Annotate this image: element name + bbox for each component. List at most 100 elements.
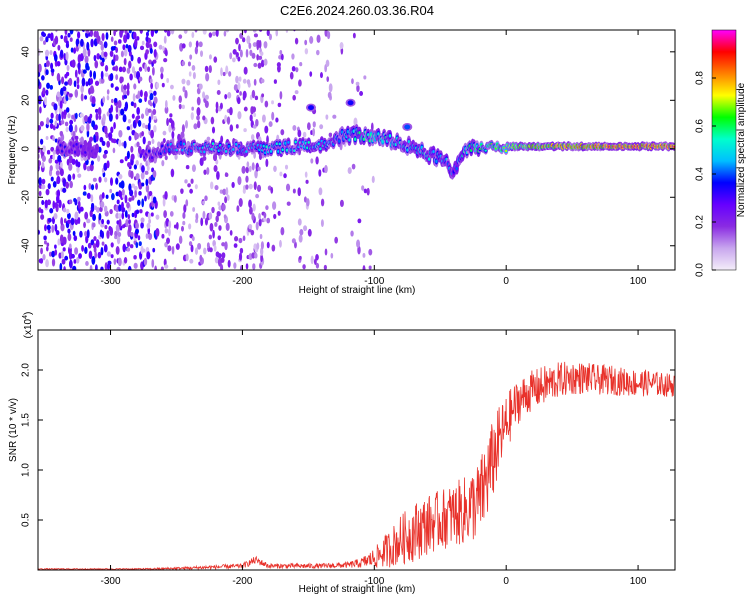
noise-speckle xyxy=(298,255,302,260)
signal-core xyxy=(232,148,235,151)
noise-speckle xyxy=(138,181,143,190)
noise-speckle xyxy=(325,59,330,67)
feature-blob-core xyxy=(404,124,411,130)
noise-speckle xyxy=(111,193,115,201)
noise-speckle xyxy=(145,233,149,239)
noise-speckle xyxy=(124,101,129,111)
noise-speckle xyxy=(147,37,152,44)
noise-speckle xyxy=(109,188,113,194)
noise-speckle xyxy=(93,70,97,80)
noise-speckle xyxy=(183,30,188,34)
noise-speckle xyxy=(68,77,73,86)
noise-speckle xyxy=(130,231,134,237)
noise-speckle xyxy=(59,262,63,270)
noise-speckle xyxy=(42,87,46,95)
noise-speckle xyxy=(135,173,140,181)
noise-speckle xyxy=(145,31,149,37)
noise-speckle xyxy=(315,254,319,261)
noise-speckle xyxy=(126,89,130,96)
noise-speckle xyxy=(61,111,64,120)
noise-speckle xyxy=(141,130,145,137)
colorbar-tick-label: 0.4 xyxy=(695,167,706,181)
noise-speckle xyxy=(260,241,264,250)
noise-speckle xyxy=(131,183,136,188)
noise-speckle xyxy=(216,171,220,180)
signal-core xyxy=(278,142,281,146)
noise-speckle xyxy=(52,150,57,155)
noise-speckle xyxy=(310,130,313,136)
noise-speckle xyxy=(86,66,90,71)
noise-speckle xyxy=(164,49,168,57)
noise-speckle xyxy=(319,124,324,130)
noise-speckle xyxy=(71,114,74,120)
noise-speckle xyxy=(326,30,331,40)
noise-speckle xyxy=(136,36,140,41)
noise-speckle xyxy=(251,52,256,59)
noise-speckle xyxy=(204,217,208,226)
noise-speckle xyxy=(189,258,194,264)
noise-speckle xyxy=(245,263,249,270)
noise-speckle xyxy=(38,229,40,235)
noise-speckle xyxy=(339,42,344,50)
noise-speckle xyxy=(239,49,243,58)
noise-speckle xyxy=(44,240,47,245)
noise-speckle xyxy=(94,60,99,69)
noise-speckle xyxy=(95,239,100,248)
noise-speckle xyxy=(123,84,127,91)
noise-speckle xyxy=(122,243,127,253)
noise-speckle xyxy=(254,95,259,101)
noise-speckle xyxy=(332,114,337,119)
noise-speckle xyxy=(45,246,49,252)
noise-speckle xyxy=(86,218,91,224)
noise-speckle xyxy=(252,203,256,212)
noise-speckle xyxy=(78,253,82,259)
noise-speckle xyxy=(121,201,124,210)
noise-speckle xyxy=(277,210,281,216)
noise-speckle xyxy=(357,245,361,255)
noise-speckle xyxy=(213,56,218,63)
noise-speckle xyxy=(235,75,239,84)
noise-speckle xyxy=(57,238,61,246)
noise-speckle xyxy=(254,169,258,179)
noise-speckle xyxy=(144,170,149,175)
noise-speckle xyxy=(126,247,131,252)
noise-speckle xyxy=(233,243,238,248)
noise-speckle xyxy=(363,75,367,80)
noise-speckle xyxy=(137,235,141,241)
noise-speckle xyxy=(71,59,76,68)
noise-speckle xyxy=(268,33,272,41)
noise-speckle xyxy=(114,86,119,91)
noise-speckle xyxy=(113,121,116,130)
noise-speckle xyxy=(117,212,122,219)
noise-speckle xyxy=(135,228,140,235)
noise-speckle xyxy=(71,158,76,165)
noise-speckle xyxy=(118,129,123,138)
noise-speckle xyxy=(115,54,119,62)
noise-speckle xyxy=(234,236,239,242)
signal-core xyxy=(95,147,99,150)
noise-speckle xyxy=(138,191,142,196)
noise-speckle xyxy=(255,221,259,231)
noise-speckle xyxy=(94,264,98,270)
noise-speckle xyxy=(92,222,96,228)
noise-speckle xyxy=(116,235,121,245)
noise-speckle xyxy=(95,112,99,121)
noise-speckle xyxy=(100,43,104,51)
noise-speckle xyxy=(110,98,114,104)
noise-speckle xyxy=(310,158,314,164)
noise-speckle xyxy=(48,251,52,257)
noise-speckle xyxy=(50,32,54,42)
signal-core xyxy=(264,151,267,155)
noise-speckle xyxy=(55,162,60,171)
colorbar-ticks: 0.0 0.2 0.4 0.6 0.8 xyxy=(695,71,716,277)
noise-speckle xyxy=(327,91,332,99)
noise-speckle xyxy=(98,114,102,120)
noise-speckle xyxy=(141,182,145,187)
signal-core xyxy=(294,140,297,144)
noise-speckle xyxy=(54,159,59,164)
noise-speckle xyxy=(116,199,120,205)
signal-core xyxy=(59,143,62,147)
noise-speckle xyxy=(221,203,226,211)
noise-speckle xyxy=(298,234,303,243)
noise-speckle xyxy=(352,32,356,39)
